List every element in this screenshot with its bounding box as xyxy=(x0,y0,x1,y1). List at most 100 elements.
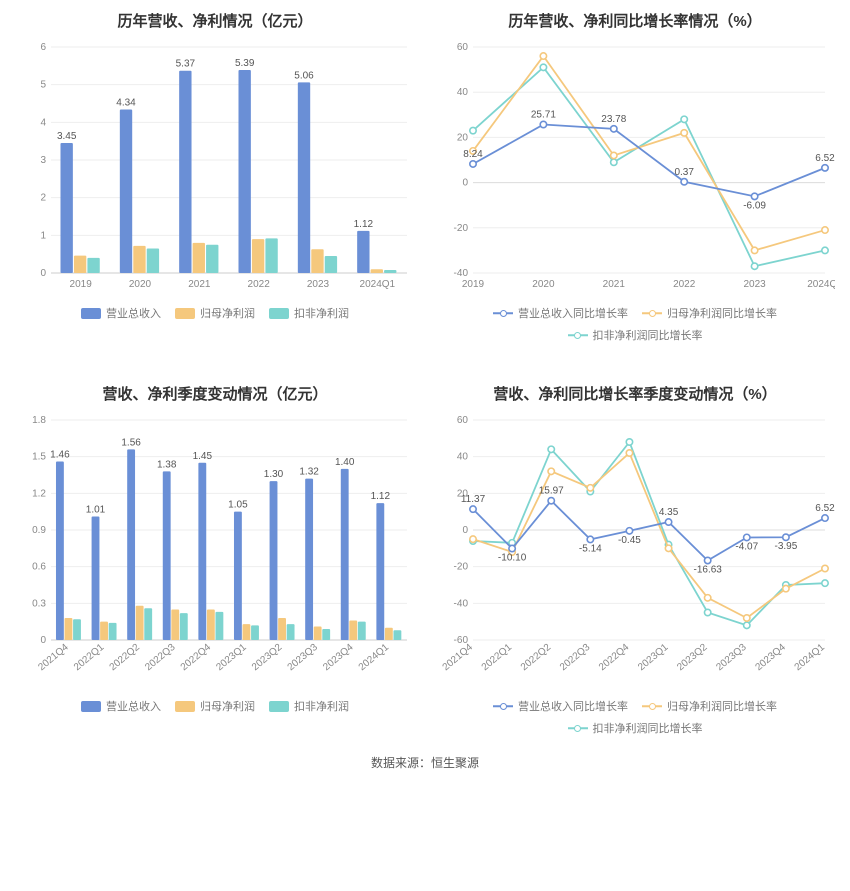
svg-text:2024Q1: 2024Q1 xyxy=(807,279,835,290)
svg-text:2022Q4: 2022Q4 xyxy=(179,642,214,674)
legend: 营业总收入同比增长率归母净利润同比增长率扣非净利润同比增长率 xyxy=(435,305,835,343)
svg-text:25.71: 25.71 xyxy=(531,109,556,120)
svg-text:1.12: 1.12 xyxy=(371,491,391,502)
svg-text:0: 0 xyxy=(462,525,468,536)
svg-text:2022Q3: 2022Q3 xyxy=(558,642,593,674)
legend-item: 扣非净利润同比增长率 xyxy=(568,327,703,343)
svg-text:11.37: 11.37 xyxy=(461,494,486,505)
svg-text:-10.10: -10.10 xyxy=(498,553,527,564)
line-chart-annual-growth: -40-200204060201920202021202220232024Q18… xyxy=(435,39,835,299)
bar-chart-annual: 01234563.4520194.3420205.3720215.3920225… xyxy=(15,39,415,299)
svg-text:1.8: 1.8 xyxy=(32,415,46,426)
svg-text:5.06: 5.06 xyxy=(294,70,314,81)
svg-text:4: 4 xyxy=(40,117,46,128)
svg-text:2022Q2: 2022Q2 xyxy=(108,642,143,674)
legend-swatch xyxy=(642,308,662,318)
svg-text:1.5: 1.5 xyxy=(32,452,46,463)
legend-item: 扣非净利润同比增长率 xyxy=(568,720,703,736)
legend-swatch xyxy=(568,330,588,340)
svg-text:2022Q1: 2022Q1 xyxy=(480,642,515,674)
svg-text:2021Q4: 2021Q4 xyxy=(36,642,71,674)
legend-swatch xyxy=(269,308,289,319)
chart-title: 历年营收、净利同比增长率情况（%） xyxy=(508,10,761,31)
svg-text:-40: -40 xyxy=(454,268,469,279)
svg-text:1.32: 1.32 xyxy=(299,467,319,478)
svg-text:0.37: 0.37 xyxy=(674,167,694,178)
svg-text:8.24: 8.24 xyxy=(463,149,483,160)
svg-text:0: 0 xyxy=(40,635,46,646)
svg-text:-20: -20 xyxy=(454,223,469,234)
svg-text:2021: 2021 xyxy=(188,279,211,290)
legend-label: 扣非净利润同比增长率 xyxy=(593,327,703,343)
panel-bottom-left: 营收、净利季度变动情况（亿元） 00.30.60.91.21.51.81.462… xyxy=(15,383,415,736)
legend-label: 归母净利润 xyxy=(200,698,255,714)
legend-swatch xyxy=(81,701,101,712)
svg-text:1.56: 1.56 xyxy=(121,437,141,448)
svg-text:6.52: 6.52 xyxy=(815,503,835,514)
svg-text:1.38: 1.38 xyxy=(157,459,177,470)
bar-chart-quarterly: 00.30.60.91.21.51.81.462021Q41.012022Q11… xyxy=(15,412,415,692)
legend-label: 扣非净利润 xyxy=(294,305,349,321)
svg-text:2023Q4: 2023Q4 xyxy=(321,642,356,674)
legend: 营业总收入同比增长率归母净利润同比增长率扣非净利润同比增长率 xyxy=(435,698,835,736)
svg-text:2022: 2022 xyxy=(673,279,696,290)
svg-text:6: 6 xyxy=(40,42,46,53)
legend-label: 营业总收入 xyxy=(106,305,161,321)
svg-text:2019: 2019 xyxy=(462,279,485,290)
svg-text:-3.95: -3.95 xyxy=(774,541,797,552)
chart-title: 营收、净利同比增长率季度变动情况（%） xyxy=(493,383,776,404)
svg-text:2: 2 xyxy=(40,193,46,204)
svg-text:2019: 2019 xyxy=(70,279,93,290)
legend-label: 扣非净利润 xyxy=(294,698,349,714)
legend-label: 归母净利润 xyxy=(200,305,255,321)
svg-text:5.39: 5.39 xyxy=(235,58,255,69)
legend-item: 扣非净利润 xyxy=(269,305,349,321)
svg-text:2022Q2: 2022Q2 xyxy=(519,642,554,674)
legend-item: 归母净利润 xyxy=(175,305,255,321)
legend-item: 营业总收入 xyxy=(81,698,161,714)
svg-text:5: 5 xyxy=(40,80,46,91)
legend-swatch xyxy=(175,701,195,712)
legend-swatch xyxy=(493,308,513,318)
svg-text:3.45: 3.45 xyxy=(57,131,77,142)
svg-text:1.01: 1.01 xyxy=(86,505,106,516)
legend-item: 归母净利润 xyxy=(175,698,255,714)
panel-bottom-right: 营收、净利同比增长率季度变动情况（%） -60-40-2002040602021… xyxy=(435,383,835,736)
legend-item: 归母净利润同比增长率 xyxy=(642,305,777,321)
svg-text:-16.63: -16.63 xyxy=(693,564,722,575)
svg-text:1.45: 1.45 xyxy=(193,451,213,462)
svg-text:4.34: 4.34 xyxy=(116,98,136,109)
svg-text:1.12: 1.12 xyxy=(354,219,374,230)
svg-text:3: 3 xyxy=(40,155,46,166)
panel-top-right: 历年营收、净利同比增长率情况（%） -40-200204060201920202… xyxy=(435,10,835,363)
svg-text:2023Q3: 2023Q3 xyxy=(286,642,321,674)
svg-text:2021Q4: 2021Q4 xyxy=(441,642,476,674)
svg-text:2022: 2022 xyxy=(248,279,271,290)
svg-text:2020: 2020 xyxy=(532,279,555,290)
svg-text:2022Q4: 2022Q4 xyxy=(597,642,632,674)
legend-swatch xyxy=(568,723,588,733)
svg-text:2020: 2020 xyxy=(129,279,152,290)
legend-label: 营业总收入同比增长率 xyxy=(518,698,628,714)
svg-text:15.97: 15.97 xyxy=(539,486,564,497)
svg-text:2022Q1: 2022Q1 xyxy=(72,642,107,674)
legend-swatch xyxy=(493,701,513,711)
legend-item: 营业总收入 xyxy=(81,305,161,321)
chart-grid: 历年营收、净利情况（亿元） 01234563.4520194.3420205.3… xyxy=(15,10,835,736)
legend-swatch xyxy=(175,308,195,319)
legend-item: 营业总收入同比增长率 xyxy=(493,698,628,714)
svg-text:1.2: 1.2 xyxy=(32,488,46,499)
svg-text:60: 60 xyxy=(457,42,469,53)
svg-text:2023: 2023 xyxy=(743,279,766,290)
legend-swatch xyxy=(81,308,101,319)
svg-text:-6.09: -6.09 xyxy=(743,200,766,211)
data-source-footer: 数据来源：恒生聚源 xyxy=(15,754,835,771)
svg-text:4.35: 4.35 xyxy=(659,507,679,518)
svg-text:1.40: 1.40 xyxy=(335,457,355,468)
chart-area: 00.30.60.91.21.51.81.462021Q41.012022Q11… xyxy=(15,412,415,692)
chart-title: 营收、净利季度变动情况（亿元） xyxy=(102,383,327,404)
svg-text:2023Q2: 2023Q2 xyxy=(250,642,285,674)
svg-text:2024Q1: 2024Q1 xyxy=(793,642,828,674)
svg-text:2023Q4: 2023Q4 xyxy=(753,642,788,674)
svg-text:0: 0 xyxy=(40,268,46,279)
